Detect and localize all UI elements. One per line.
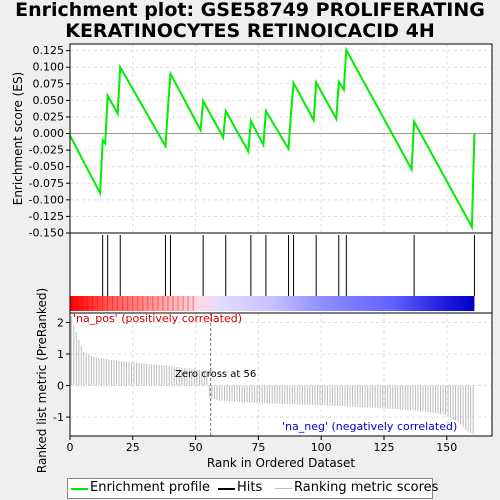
legend-metric-label: Ranking metric scores [294, 480, 439, 495]
legend: Enrichment profile Hits Ranking metric s… [67, 478, 438, 499]
es-panel: -0.150 -0.125 -0.100 -0.075 -0.050 -0.025 0.00… [11, 44, 492, 240]
es-y-tick-label: -0.075 [29, 177, 64, 190]
ranked-list-color-bar [70, 296, 475, 311]
x-tick-label: 125 [373, 441, 394, 454]
chart-title-line-1: Enrichment plot: GSE58749 PROLIFERATING [15, 0, 485, 21]
ranked-list-stripes [72, 296, 194, 311]
es-y-tick-label: 0.100 [33, 61, 65, 74]
zero-cross-label: Zero cross at 56 [175, 369, 256, 380]
x-tick-label: 150 [436, 441, 457, 454]
es-y-tick-label: -0.150 [29, 227, 64, 240]
metric-y-tick-label: 1 [57, 348, 64, 361]
enrichment-profile-line [69, 46, 476, 231]
metric-panel-background [70, 313, 492, 436]
metric-panel: Zero cross at 56 'na_pos' (positively co… [35, 288, 492, 473]
panel-frames [69, 43, 493, 437]
legend-hits-label: Hits [237, 480, 263, 495]
metric-y-tick-label: 0 [57, 380, 64, 393]
es-y-axis-label: Enrichment score (ES) [11, 72, 25, 205]
x-tick-label: 75 [251, 441, 265, 454]
x-tick-label: 0 [67, 441, 74, 454]
es-y-tick-label: -0.125 [29, 210, 64, 223]
legend-hits-swatch [218, 488, 235, 490]
x-axis-label: Rank in Ordered Dataset [207, 456, 355, 470]
panel-frame [69, 312, 493, 437]
es-y-tick-label: 0.000 [33, 127, 65, 140]
legend-es-label: Enrichment profile [90, 480, 210, 495]
positive-correlation-label: 'na_pos' (positively correlated) [73, 312, 242, 325]
hit-markers [102, 235, 475, 296]
metric-y-tick-label: -1 [53, 411, 64, 424]
metric-y-axis-ticks: -1 0 1 2 [53, 316, 70, 424]
es-panel-background [70, 44, 492, 233]
legend-metric-swatch [275, 488, 292, 489]
metric-y-axis-label: Ranked list metric (PreRanked) [35, 288, 49, 473]
x-tick-label: 50 [189, 441, 203, 454]
x-tick-label: 25 [126, 441, 140, 454]
es-y-tick-label: 0.025 [33, 110, 65, 123]
x-axis-ticks: 0 25 50 75 100 125 150 [67, 436, 457, 454]
es-y-tick-label: -0.025 [29, 144, 64, 157]
ranking-metric-bars [70, 316, 474, 435]
es-y-tick-label: -0.050 [29, 160, 64, 173]
chart-title: Enrichment plot: GSE58749 PROLIFERATING … [0, 0, 500, 42]
legend-es-swatch [71, 488, 88, 490]
es-y-tick-label: 0.125 [33, 44, 65, 57]
chart-title-line-2: KERATINOCYTES RETINOICACID 4H [65, 20, 435, 42]
es-y-tick-label: 0.075 [33, 77, 65, 90]
hits-panel [70, 233, 492, 313]
negative-correlation-label: 'na_neg' (negatively correlated) [282, 420, 457, 433]
x-tick-label: 100 [311, 441, 332, 454]
es-y-axis-ticks: -0.150 -0.125 -0.100 -0.075 -0.050 -0.025 0.00… [29, 44, 70, 240]
es-y-tick-label: 0.050 [33, 94, 65, 107]
metric-y-tick-label: 2 [57, 316, 64, 329]
es-y-tick-label: -0.100 [29, 193, 64, 206]
